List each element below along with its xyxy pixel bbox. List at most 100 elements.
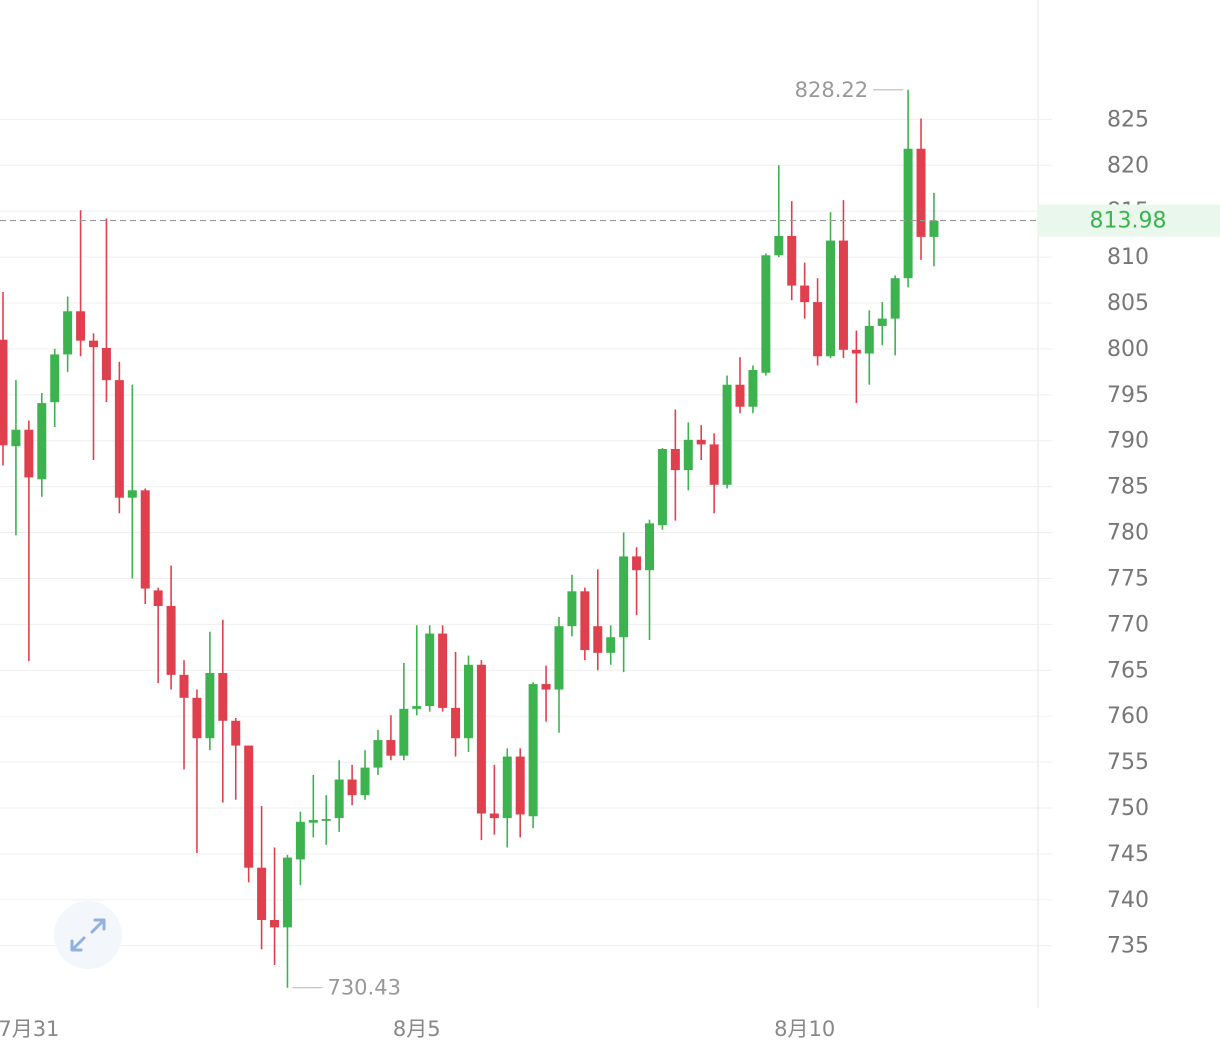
candle-body bbox=[593, 626, 603, 653]
candle-body bbox=[657, 448, 667, 526]
candle-body bbox=[412, 706, 422, 709]
candle-body bbox=[515, 756, 525, 815]
candle-body bbox=[838, 240, 848, 350]
candle-body bbox=[851, 349, 861, 354]
y-tick-label: 805 bbox=[1107, 291, 1149, 316]
y-tick-label: 735 bbox=[1107, 934, 1149, 959]
last-price-box bbox=[1038, 204, 1220, 237]
candle-body bbox=[890, 278, 900, 319]
low-label: 730.43 bbox=[327, 976, 400, 1000]
expand-button[interactable] bbox=[54, 901, 122, 969]
expand-icon[interactable] bbox=[70, 918, 106, 952]
y-tick-label: 810 bbox=[1107, 245, 1149, 270]
candle-body bbox=[0, 339, 8, 446]
candle-body bbox=[50, 354, 60, 403]
candle-body bbox=[438, 633, 448, 708]
candle-body bbox=[37, 403, 47, 480]
candle-body bbox=[735, 384, 745, 407]
y-tick-label: 760 bbox=[1107, 704, 1149, 729]
candle-body bbox=[295, 821, 305, 860]
candle-body bbox=[929, 220, 939, 237]
candle-body bbox=[502, 756, 512, 819]
candle-body bbox=[903, 148, 913, 279]
candle-body bbox=[864, 325, 874, 354]
candle-body bbox=[645, 523, 654, 571]
candle-body bbox=[205, 673, 215, 739]
candle-body bbox=[425, 633, 435, 707]
candle-body bbox=[476, 664, 486, 814]
candle-body bbox=[722, 384, 732, 485]
y-tick-label: 745 bbox=[1107, 842, 1149, 867]
y-tick-label: 740 bbox=[1107, 888, 1149, 913]
candle-body bbox=[632, 556, 642, 571]
candle-body bbox=[11, 429, 21, 447]
candle-body bbox=[813, 302, 823, 357]
candle-body bbox=[709, 444, 719, 485]
candle-body bbox=[244, 745, 254, 868]
candle-body bbox=[800, 285, 810, 303]
candle-body bbox=[63, 311, 73, 355]
candle-body bbox=[619, 556, 629, 638]
candle-body bbox=[282, 857, 292, 928]
candle-body bbox=[76, 311, 86, 341]
candle-body bbox=[114, 380, 124, 498]
candle-body bbox=[580, 591, 590, 651]
x-tick-label: 8月10 bbox=[774, 1017, 835, 1041]
candle-body bbox=[166, 606, 176, 675]
candle-body bbox=[373, 740, 383, 768]
candle-body bbox=[567, 591, 577, 627]
candle-body bbox=[554, 626, 564, 690]
candle-body bbox=[489, 813, 499, 819]
last-price-label: 813.98 bbox=[1090, 209, 1167, 234]
candle-body bbox=[774, 235, 784, 256]
candle-body bbox=[916, 148, 926, 237]
y-tick-label: 750 bbox=[1107, 796, 1149, 821]
candle-body bbox=[24, 429, 34, 478]
candle-body bbox=[89, 340, 99, 348]
candle-body bbox=[231, 720, 241, 746]
y-tick-label: 775 bbox=[1107, 566, 1149, 591]
candle-body bbox=[399, 708, 409, 756]
candle-body bbox=[606, 637, 616, 653]
y-tick-label: 755 bbox=[1107, 750, 1149, 775]
candle-body bbox=[670, 448, 680, 471]
candle-body bbox=[308, 819, 318, 823]
candle-body bbox=[140, 490, 150, 589]
candle-body bbox=[463, 664, 473, 739]
x-tick-label: 7月31 bbox=[0, 1017, 59, 1041]
candle-body bbox=[451, 707, 461, 739]
candle-body bbox=[696, 439, 706, 445]
candle-body bbox=[192, 697, 202, 739]
candle-body bbox=[334, 779, 344, 819]
x-tick-label: 8月5 bbox=[393, 1017, 441, 1041]
y-tick-label: 800 bbox=[1107, 337, 1149, 362]
y-tick-label: 795 bbox=[1107, 383, 1149, 408]
candle-body bbox=[528, 684, 538, 817]
candle-body bbox=[360, 767, 370, 796]
candle-body bbox=[541, 684, 551, 690]
candle-body bbox=[347, 779, 357, 796]
candle-body bbox=[787, 235, 797, 286]
y-tick-label: 825 bbox=[1107, 107, 1149, 132]
y-tick-label: 770 bbox=[1107, 612, 1149, 637]
y-tick-label: 780 bbox=[1107, 521, 1149, 546]
candle-body bbox=[877, 318, 887, 326]
candle-body bbox=[748, 370, 758, 407]
candle-body bbox=[153, 590, 163, 606]
candle-body bbox=[761, 255, 771, 373]
candle-body bbox=[386, 740, 396, 756]
y-tick-label: 785 bbox=[1107, 475, 1149, 500]
candle-body bbox=[179, 674, 189, 698]
expand-button-bg[interactable] bbox=[54, 901, 122, 969]
high-label: 828.22 bbox=[795, 78, 868, 102]
candle-body bbox=[101, 347, 111, 381]
candle-body bbox=[270, 920, 280, 928]
candle-body bbox=[218, 673, 228, 721]
candle-body bbox=[683, 439, 693, 471]
y-tick-label: 765 bbox=[1107, 658, 1149, 683]
y-tick-label: 790 bbox=[1107, 429, 1149, 454]
candle-body bbox=[257, 867, 267, 921]
